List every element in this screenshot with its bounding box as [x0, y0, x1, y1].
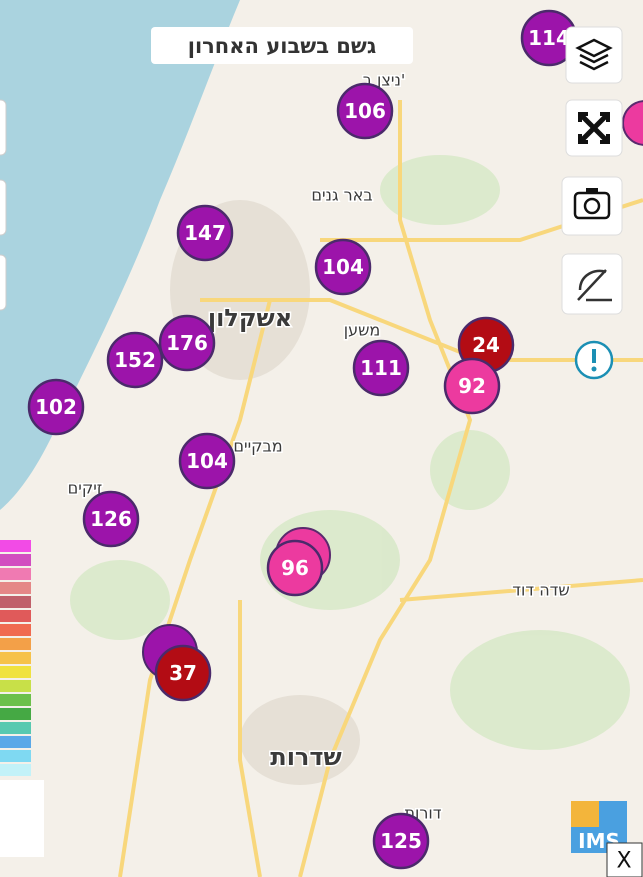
- station[interactable]: 125: [372, 812, 430, 870]
- station[interactable]: 102: [27, 378, 85, 436]
- side-tabs[interactable]: [0, 99, 7, 311]
- legend-bar: [0, 540, 44, 857]
- station-marker[interactable]: [158, 314, 216, 372]
- station-partial[interactable]: [622, 100, 643, 146]
- station-value: 111: [360, 356, 402, 380]
- station-value: 126: [90, 507, 132, 531]
- roads: [118, 100, 643, 877]
- station-value: 114: [528, 26, 570, 50]
- info-button[interactable]: [574, 340, 614, 380]
- station-marker[interactable]: [82, 490, 140, 548]
- station-value: 96: [281, 556, 309, 580]
- station-marker[interactable]: [27, 378, 85, 436]
- station-value: 147: [184, 221, 226, 245]
- station[interactable]: 176: [158, 314, 216, 372]
- station-marker[interactable]: [352, 339, 410, 397]
- close-button[interactable]: X: [606, 842, 643, 877]
- station-marker[interactable]: [154, 644, 212, 702]
- station-marker[interactable]: [176, 204, 234, 262]
- station-marker[interactable]: [314, 238, 372, 296]
- place-label: מבקיים: [233, 437, 282, 456]
- station-value: 24: [472, 333, 500, 357]
- station-marker[interactable]: [336, 82, 394, 140]
- station-value: 125: [380, 829, 422, 853]
- layers-button[interactable]: [565, 26, 623, 84]
- place-label: שדה דוד: [512, 581, 569, 600]
- station-value: 102: [35, 395, 77, 419]
- station-value: 104: [322, 255, 364, 279]
- station[interactable]: 147: [176, 204, 234, 262]
- station[interactable]: 37: [154, 644, 212, 702]
- station-marker[interactable]: [443, 357, 501, 415]
- station-marker[interactable]: [106, 331, 164, 389]
- station[interactable]: 104: [178, 432, 236, 490]
- station[interactable]: 114: [520, 9, 578, 67]
- place-label: באר גנים: [311, 186, 372, 205]
- station[interactable]: 104: [314, 238, 372, 296]
- station-value: 104: [186, 449, 228, 473]
- toolbar: [561, 26, 623, 380]
- station-value: 37: [169, 661, 197, 685]
- place-label: אשקלון: [208, 304, 292, 332]
- station-marker[interactable]: [266, 539, 324, 597]
- map-title: גשם בשבוע האחרון: [188, 34, 377, 58]
- camera-button[interactable]: [561, 176, 623, 236]
- station[interactable]: 126: [82, 490, 140, 548]
- station[interactable]: 92: [443, 357, 501, 415]
- title-box: גשם בשבוע האחרון: [151, 27, 413, 64]
- station-marker[interactable]: [372, 812, 430, 870]
- station[interactable]: 96: [266, 539, 324, 597]
- place-label: זיקים: [68, 479, 103, 498]
- place-label: שדרות: [270, 743, 341, 771]
- fullscreen-button[interactable]: [565, 99, 623, 157]
- station-value: 106: [344, 99, 386, 123]
- station[interactable]: 111: [352, 339, 410, 397]
- close-text: X: [616, 849, 631, 874]
- stations: 114 106 147 104 176 152 24 111 92 102 104 126 96 37 12…: [27, 9, 643, 870]
- station[interactable]: 106: [336, 82, 394, 140]
- station-value: 152: [114, 348, 156, 372]
- station-marker[interactable]: [178, 432, 236, 490]
- station-value: 176: [166, 331, 208, 355]
- station-value: 92: [458, 374, 486, 398]
- measure-button[interactable]: [561, 253, 623, 315]
- place-label: משען: [344, 321, 381, 340]
- station[interactable]: 152: [106, 331, 164, 389]
